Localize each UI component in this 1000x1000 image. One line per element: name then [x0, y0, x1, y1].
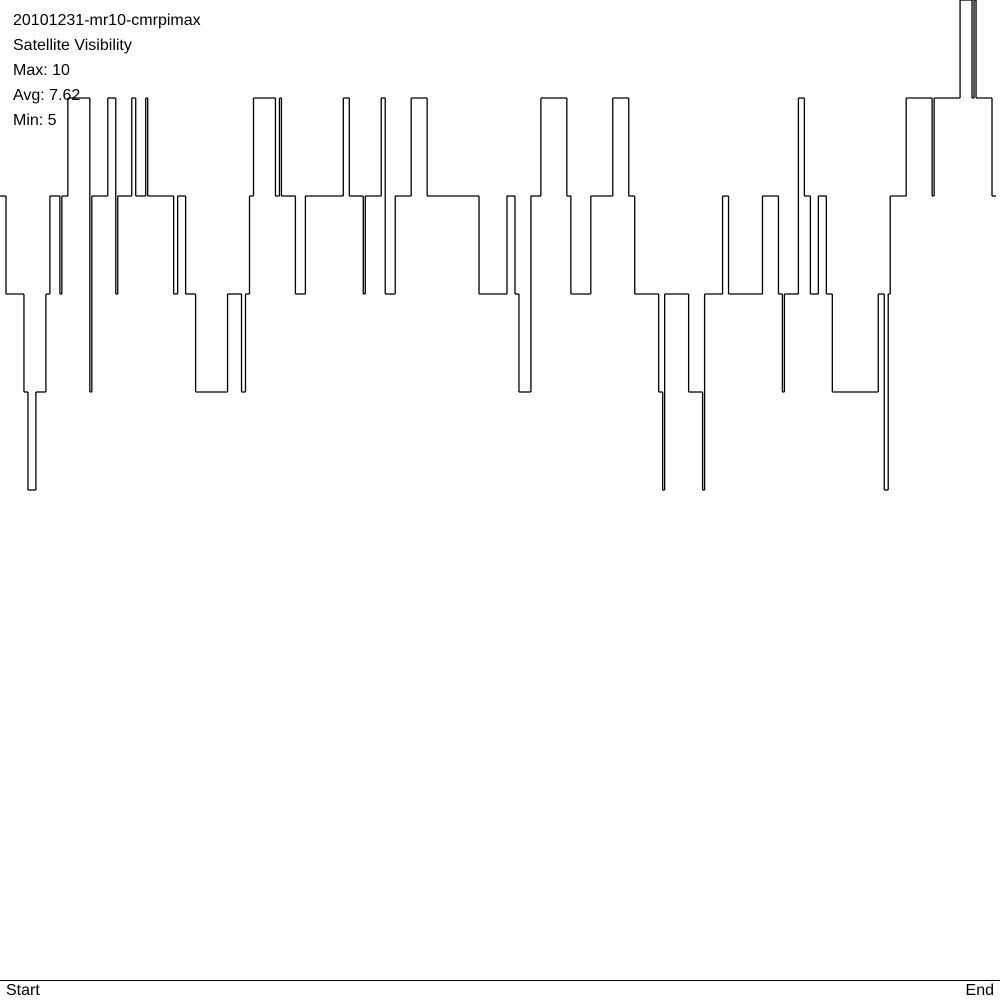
stat-max: Max: 10 [13, 62, 70, 79]
x-start-label: Start [6, 982, 40, 999]
stat-avg: Avg: 7.62 [13, 87, 80, 104]
stat-min: Min: 5 [13, 112, 57, 129]
x-end-label: End [966, 982, 994, 999]
chart-title: 20101231-mr10-cmrpimax [13, 12, 201, 29]
chart-subtitle: Satellite Visibility [13, 37, 132, 54]
